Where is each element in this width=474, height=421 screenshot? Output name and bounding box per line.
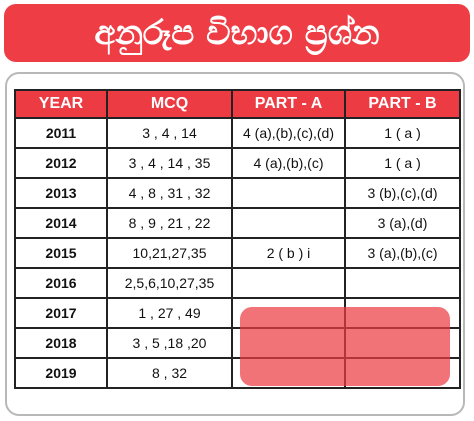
- part-b-cell: 3 (b),(c),(d): [344, 177, 461, 209]
- part-a-cell: [231, 177, 346, 209]
- table-row: 2012 3 , 4 , 14 , 35 4 (a),(b),(c) 1 ( a…: [14, 147, 461, 179]
- mcq-cell: 8 , 32: [106, 357, 233, 389]
- mcq-cell: 3 , 4 , 14: [106, 117, 233, 149]
- part-a-cell: [231, 207, 346, 239]
- part-a-cell: [231, 267, 346, 299]
- table-row: 2013 4 , 8 , 31 , 32 3 (b),(c),(d): [14, 177, 461, 209]
- part-a-cell: 2 ( b ) i: [231, 237, 346, 269]
- year-cell: 2018: [14, 327, 108, 359]
- part-b-cell: [344, 267, 461, 299]
- year-cell: 2017: [14, 297, 108, 329]
- part-b-cell: 1 ( a ): [344, 147, 461, 179]
- table-row: 2015 10,21,27,35 2 ( b ) i 3 (a),(b),(c): [14, 237, 461, 269]
- part-b-cell: 3 (a),(d): [344, 207, 461, 239]
- year-cell: 2011: [14, 117, 108, 149]
- column-header-mcq: MCQ: [106, 89, 233, 119]
- year-cell: 2019: [14, 357, 108, 389]
- year-cell: 2015: [14, 237, 108, 269]
- exam-questions-table: YEAR MCQ PART - A PART - B 2011 3 , 4 , …: [14, 89, 461, 389]
- table-row: 2011 3 , 4 , 14 4 (a),(b),(c),(d) 1 ( a …: [14, 117, 461, 149]
- part-a-cell: 4 (a),(b),(c),(d): [231, 117, 346, 149]
- page-title: අනුරූප විභාග ප්‍රශ්න: [94, 13, 380, 53]
- mcq-cell: 3 , 4 , 14 , 35: [106, 147, 233, 179]
- title-banner: අනුරූප විභාග ප්‍රශ්න: [4, 4, 470, 62]
- part-b-cell: 3 (a),(b),(c): [344, 237, 461, 269]
- mcq-cell: 4 , 8 , 31 , 32: [106, 177, 233, 209]
- part-a-cell: 4 (a),(b),(c): [231, 147, 346, 179]
- column-header-part-a: PART - A: [231, 89, 346, 119]
- mcq-cell: 1 , 27 , 49: [106, 297, 233, 329]
- table-row: 2016 2,5,6,10,27,35: [14, 267, 461, 299]
- column-header-year: YEAR: [14, 89, 108, 119]
- table-row: 2014 8 , 9 , 21 , 22 3 (a),(d): [14, 207, 461, 239]
- highlight-overlay: [240, 307, 450, 386]
- year-cell: 2012: [14, 147, 108, 179]
- mcq-cell: 3 , 5 ,18 ,20: [106, 327, 233, 359]
- year-cell: 2014: [14, 207, 108, 239]
- mcq-cell: 8 , 9 , 21 , 22: [106, 207, 233, 239]
- mcq-cell: 10,21,27,35: [106, 237, 233, 269]
- year-cell: 2013: [14, 177, 108, 209]
- header-row: YEAR MCQ PART - A PART - B: [14, 89, 461, 119]
- mcq-cell: 2,5,6,10,27,35: [106, 267, 233, 299]
- column-header-part-b: PART - B: [344, 89, 461, 119]
- part-b-cell: 1 ( a ): [344, 117, 461, 149]
- year-cell: 2016: [14, 267, 108, 299]
